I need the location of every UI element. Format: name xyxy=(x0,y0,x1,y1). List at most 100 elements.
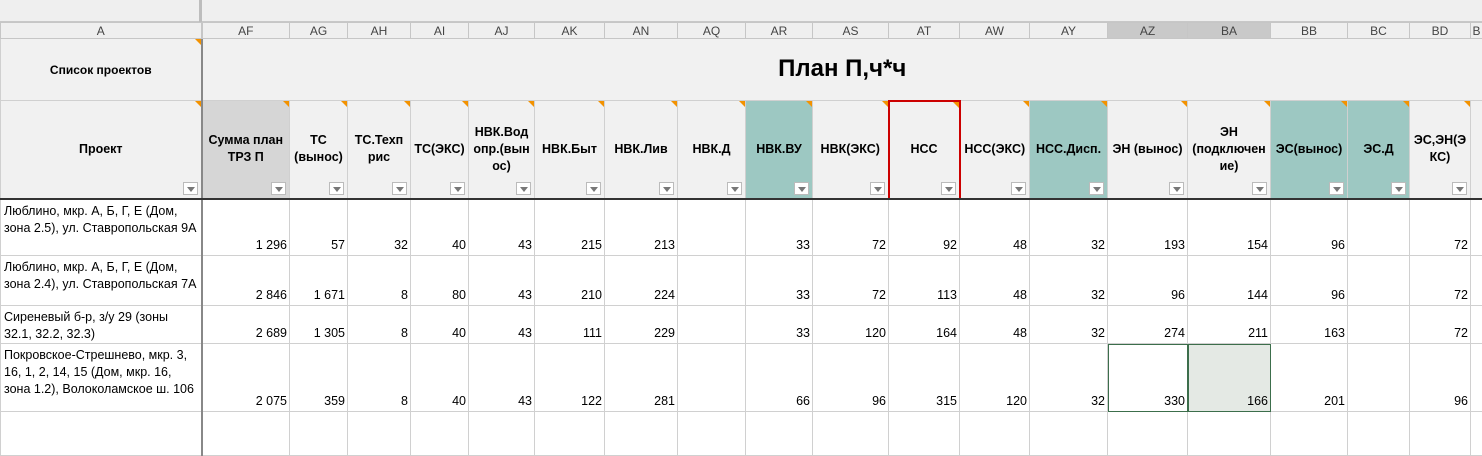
header-az[interactable]: ЭН (вынос) xyxy=(1108,101,1188,199)
cell-an[interactable]: 229 xyxy=(605,306,678,344)
cell-ar[interactable]: 66 xyxy=(746,344,813,412)
header-bc[interactable]: ЭС.Д xyxy=(1348,101,1410,199)
filter-dropdown-icon[interactable] xyxy=(941,182,956,195)
cell-az[interactable]: 96 xyxy=(1108,256,1188,306)
cell-bd[interactable]: 72 xyxy=(1410,199,1471,256)
column-header-ai[interactable]: AI xyxy=(411,23,469,39)
column-header-as[interactable]: AS xyxy=(813,23,889,39)
cell-aq[interactable] xyxy=(678,306,746,344)
cell-empty[interactable] xyxy=(469,412,535,456)
column-header-ah[interactable]: AH xyxy=(348,23,411,39)
cell-project-name[interactable]: Люблино, мкр. А, Б, Г, Е (Дом, зона 2.5)… xyxy=(1,199,202,256)
column-header-aj[interactable]: AJ xyxy=(469,23,535,39)
cell-an[interactable]: 213 xyxy=(605,199,678,256)
cell-project-name[interactable]: Покровское-Стрешнево, мкр. 3, 16, 1, 2, … xyxy=(1,344,202,412)
cell-empty[interactable] xyxy=(1,412,202,456)
header-aq[interactable]: НВК.Д xyxy=(678,101,746,199)
cell-empty[interactable] xyxy=(1410,412,1471,456)
cell-ba[interactable]: 211 xyxy=(1188,306,1271,344)
header-an[interactable]: НВК.Лив xyxy=(605,101,678,199)
column-header-az[interactable]: AZ xyxy=(1108,23,1188,39)
cell-ag[interactable]: 57 xyxy=(290,199,348,256)
cell-at[interactable]: 92 xyxy=(889,199,960,256)
cell-ar[interactable]: 33 xyxy=(746,306,813,344)
cell-ai[interactable]: 40 xyxy=(411,199,469,256)
column-header-an[interactable]: AN xyxy=(605,23,678,39)
cell-ay[interactable]: 32 xyxy=(1030,256,1108,306)
cell-az[interactable]: 274 xyxy=(1108,306,1188,344)
cell-empty[interactable] xyxy=(746,412,813,456)
cell-empty[interactable] xyxy=(1348,412,1410,456)
cell-aq[interactable] xyxy=(678,344,746,412)
cell-ak[interactable]: 215 xyxy=(535,199,605,256)
cell-bb[interactable]: 96 xyxy=(1271,199,1348,256)
cell-bb[interactable]: 163 xyxy=(1271,306,1348,344)
cell-af[interactable]: 2 075 xyxy=(202,344,290,412)
cell-bd[interactable]: 72 xyxy=(1410,306,1471,344)
filter-dropdown-icon[interactable] xyxy=(1452,182,1467,195)
column-header-ay[interactable]: AY xyxy=(1030,23,1108,39)
column-header-bd[interactable]: BD xyxy=(1410,23,1471,39)
cell-at[interactable]: 315 xyxy=(889,344,960,412)
cell-af[interactable]: 2 689 xyxy=(202,306,290,344)
cell-af[interactable]: 1 296 xyxy=(202,199,290,256)
cell-as[interactable]: 96 xyxy=(813,344,889,412)
cell-empty[interactable] xyxy=(290,412,348,456)
cell-empty[interactable] xyxy=(1271,412,1348,456)
column-header-aw[interactable]: AW xyxy=(960,23,1030,39)
header-at[interactable]: НСС xyxy=(889,101,960,199)
cell-bd[interactable]: 96 xyxy=(1410,344,1471,412)
cell-bc[interactable] xyxy=(1348,306,1410,344)
cell-bc[interactable] xyxy=(1348,344,1410,412)
cell-ak[interactable]: 122 xyxy=(535,344,605,412)
column-header-ar[interactable]: AR xyxy=(746,23,813,39)
column-header-at[interactable]: AT xyxy=(889,23,960,39)
cell-empty[interactable] xyxy=(889,412,960,456)
cell-empty[interactable] xyxy=(813,412,889,456)
cell-as[interactable]: 120 xyxy=(813,306,889,344)
cell-bc[interactable] xyxy=(1348,199,1410,256)
header-aw[interactable]: НСС(ЭКС) xyxy=(960,101,1030,199)
filter-dropdown-icon[interactable] xyxy=(329,182,344,195)
cell-ah[interactable]: 8 xyxy=(348,344,411,412)
header-af[interactable]: Сумма план ТРЗ П xyxy=(202,101,290,199)
header-ay[interactable]: НСС.Дисп. xyxy=(1030,101,1108,199)
cell-at[interactable]: 113 xyxy=(889,256,960,306)
header-bd[interactable]: ЭС,ЭН(Э КС) xyxy=(1410,101,1471,199)
cell-ak[interactable]: 210 xyxy=(535,256,605,306)
filter-dropdown-icon[interactable] xyxy=(271,182,286,195)
header-aj[interactable]: НВК.Вод опр.(вын ос) xyxy=(469,101,535,199)
filter-dropdown-icon[interactable] xyxy=(870,182,885,195)
column-header-ag[interactable]: AG xyxy=(290,23,348,39)
cell-empty[interactable] xyxy=(535,412,605,456)
cell-project-name[interactable]: Люблино, мкр. А, Б, Г, Е (Дом, зона 2.4)… xyxy=(1,256,202,306)
cell-ai[interactable]: 40 xyxy=(411,306,469,344)
cell-an[interactable]: 281 xyxy=(605,344,678,412)
filter-dropdown-icon[interactable] xyxy=(450,182,465,195)
column-header-af[interactable]: AF xyxy=(202,23,290,39)
cell-ag[interactable]: 359 xyxy=(290,344,348,412)
cell-ba[interactable]: 154 xyxy=(1188,199,1271,256)
filter-dropdown-icon[interactable] xyxy=(1252,182,1267,195)
header-ba[interactable]: ЭН (подключен ие) xyxy=(1188,101,1271,199)
cell-bb[interactable]: 201 xyxy=(1271,344,1348,412)
cell-aw[interactable]: 120 xyxy=(960,344,1030,412)
filter-dropdown-icon[interactable] xyxy=(794,182,809,195)
cell-empty[interactable] xyxy=(1471,412,1482,456)
plan-title-cell[interactable]: План П,ч*ч xyxy=(202,39,1482,101)
column-header-b[interactable]: B xyxy=(1471,23,1482,39)
filter-dropdown-icon[interactable] xyxy=(183,182,198,195)
cell-ah[interactable]: 8 xyxy=(348,256,411,306)
cell-empty[interactable] xyxy=(678,412,746,456)
cell-aw[interactable]: 48 xyxy=(960,306,1030,344)
header-a[interactable]: Проект xyxy=(1,101,202,199)
header-ag[interactable]: ТС (вынос) xyxy=(290,101,348,199)
cell-aj[interactable]: 43 xyxy=(469,256,535,306)
cell-az[interactable]: 193 xyxy=(1108,199,1188,256)
cell-ah[interactable]: 32 xyxy=(348,199,411,256)
filter-dropdown-icon[interactable] xyxy=(516,182,531,195)
cell-as[interactable]: 72 xyxy=(813,256,889,306)
header-ai[interactable]: ТС(ЭКС) xyxy=(411,101,469,199)
cell-ag[interactable]: 1 671 xyxy=(290,256,348,306)
filter-dropdown-icon[interactable] xyxy=(1011,182,1026,195)
